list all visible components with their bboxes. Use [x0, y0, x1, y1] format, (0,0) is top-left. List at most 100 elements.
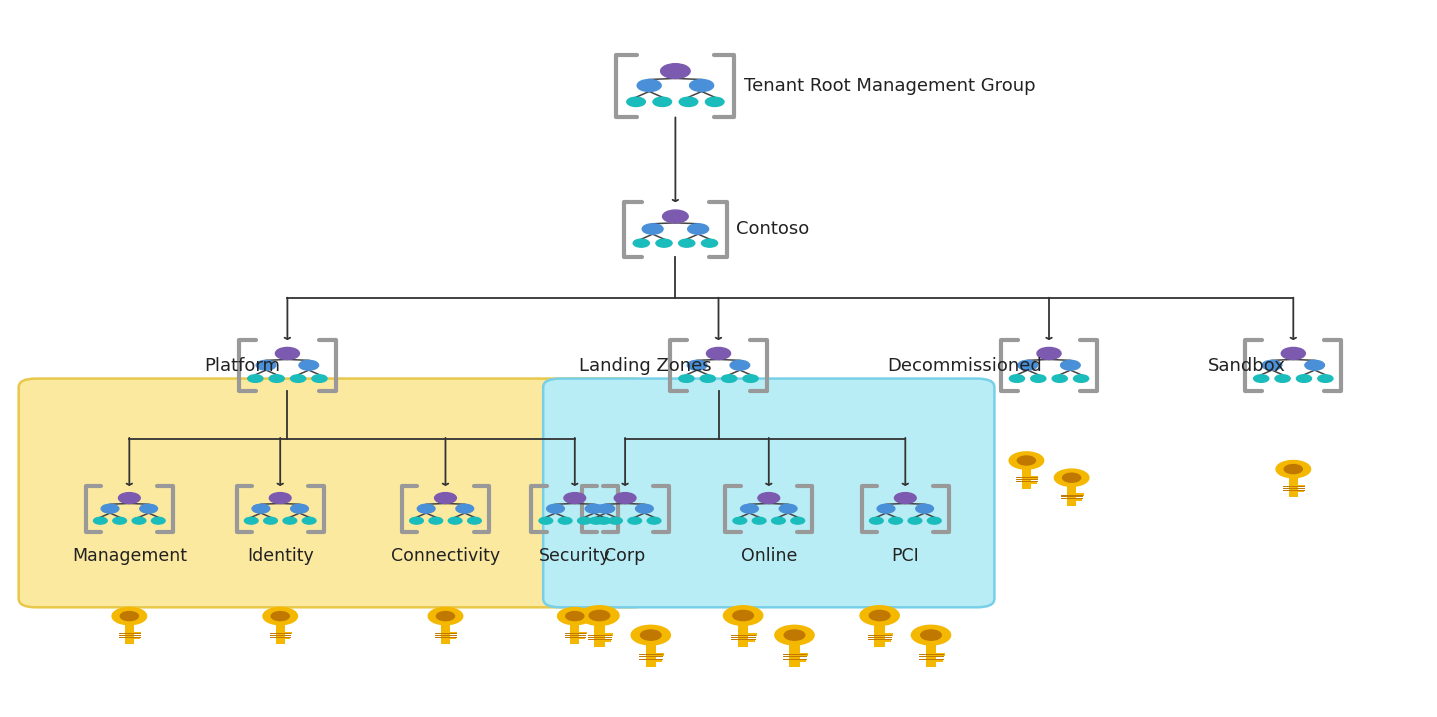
Circle shape [448, 517, 461, 524]
Circle shape [890, 517, 902, 524]
Circle shape [859, 606, 900, 625]
Bar [450, 637, 456, 640]
Circle shape [467, 517, 481, 524]
Circle shape [247, 375, 263, 382]
Circle shape [740, 504, 759, 513]
Circle shape [251, 504, 270, 513]
Circle shape [877, 504, 895, 513]
Circle shape [302, 517, 316, 524]
Circle shape [911, 625, 951, 645]
Text: Management: Management [72, 547, 187, 565]
Bar [134, 632, 141, 635]
Bar [655, 659, 662, 662]
Bar [579, 632, 586, 635]
FancyBboxPatch shape [19, 379, 650, 607]
Bar [1030, 482, 1036, 484]
Circle shape [430, 517, 443, 524]
Circle shape [558, 607, 592, 625]
Circle shape [132, 517, 145, 524]
Bar [789, 645, 799, 667]
Text: Contoso: Contoso [736, 220, 809, 239]
Circle shape [1017, 456, 1036, 465]
Bar [1298, 485, 1305, 488]
Circle shape [680, 98, 698, 106]
Circle shape [757, 493, 780, 503]
Bar [875, 625, 885, 647]
Bar [885, 633, 894, 636]
Circle shape [264, 517, 277, 524]
Circle shape [139, 504, 158, 513]
Circle shape [1017, 361, 1038, 370]
Text: Sandbox: Sandbox [1209, 356, 1286, 375]
Circle shape [1276, 460, 1311, 478]
Circle shape [687, 361, 707, 370]
Bar [1068, 486, 1076, 505]
Circle shape [661, 64, 690, 78]
Circle shape [927, 517, 941, 524]
Circle shape [1062, 473, 1081, 483]
Circle shape [678, 375, 694, 382]
Circle shape [589, 610, 609, 621]
Circle shape [627, 98, 645, 106]
Circle shape [785, 630, 805, 640]
Circle shape [276, 348, 299, 359]
Bar [450, 632, 457, 635]
Circle shape [1285, 465, 1302, 474]
Bar [799, 659, 806, 662]
Circle shape [1052, 375, 1068, 382]
Circle shape [1296, 375, 1312, 382]
Bar [935, 659, 943, 662]
Bar [739, 625, 749, 647]
Circle shape [112, 607, 147, 625]
Circle shape [269, 375, 285, 382]
Circle shape [1009, 452, 1043, 469]
Circle shape [743, 375, 759, 382]
Bar [925, 645, 935, 667]
Circle shape [93, 517, 108, 524]
Bar [276, 625, 285, 644]
Circle shape [596, 504, 615, 513]
Circle shape [730, 361, 750, 370]
Circle shape [589, 517, 604, 524]
Circle shape [707, 348, 730, 359]
Circle shape [1061, 361, 1081, 370]
Circle shape [566, 612, 583, 621]
Circle shape [647, 517, 661, 524]
Circle shape [772, 517, 785, 524]
Bar [1076, 499, 1082, 501]
Circle shape [609, 517, 622, 524]
Circle shape [637, 80, 661, 92]
Circle shape [596, 517, 611, 524]
Circle shape [585, 504, 604, 513]
Circle shape [539, 517, 553, 524]
Circle shape [1305, 361, 1325, 370]
Circle shape [915, 504, 934, 513]
Circle shape [121, 612, 138, 621]
Circle shape [733, 610, 753, 621]
Circle shape [869, 610, 890, 621]
Circle shape [652, 98, 671, 106]
Circle shape [1253, 375, 1269, 382]
Bar [749, 633, 757, 636]
Bar [441, 625, 450, 644]
Circle shape [417, 504, 435, 513]
Bar [655, 652, 664, 655]
Circle shape [678, 239, 696, 247]
Text: Connectivity: Connectivity [391, 547, 500, 565]
Circle shape [290, 375, 306, 382]
Circle shape [1030, 375, 1046, 382]
FancyBboxPatch shape [543, 379, 994, 607]
Circle shape [1282, 348, 1305, 359]
Circle shape [1009, 375, 1025, 382]
Circle shape [546, 504, 565, 513]
Bar [1076, 493, 1083, 496]
Circle shape [700, 375, 716, 382]
Text: Security: Security [539, 547, 611, 565]
Circle shape [1275, 375, 1290, 382]
Bar [285, 637, 290, 640]
Circle shape [921, 630, 941, 640]
Circle shape [1055, 469, 1089, 486]
Circle shape [753, 517, 766, 524]
Circle shape [631, 625, 671, 645]
Circle shape [628, 517, 641, 524]
